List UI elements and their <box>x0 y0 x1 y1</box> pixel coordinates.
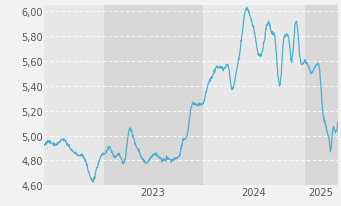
Bar <box>204 6 305 185</box>
Bar <box>104 6 203 185</box>
Bar <box>44 6 103 185</box>
Bar <box>305 6 338 185</box>
